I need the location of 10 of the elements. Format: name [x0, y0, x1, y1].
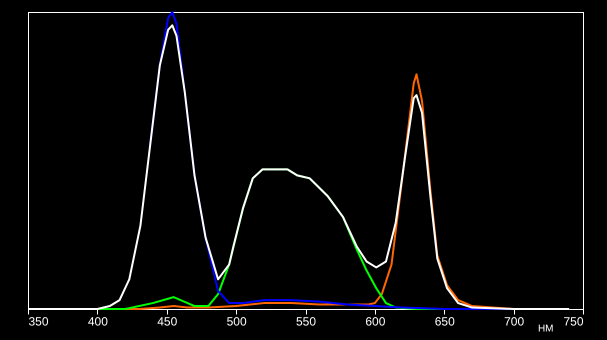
x-tick-label: 700	[504, 314, 524, 328]
x-tick-label: 600	[365, 314, 386, 328]
x-tick-label: 400	[88, 314, 108, 328]
x-tick-label: 550	[296, 314, 316, 328]
x-tick-label: 500	[226, 314, 247, 328]
x-tick-label: 350	[28, 314, 49, 328]
x-tick-label: 750	[563, 314, 584, 328]
x-axis-title: НМ	[538, 324, 554, 334]
x-tick-label: 450	[157, 314, 178, 328]
x-tick-label: 650	[434, 314, 456, 328]
